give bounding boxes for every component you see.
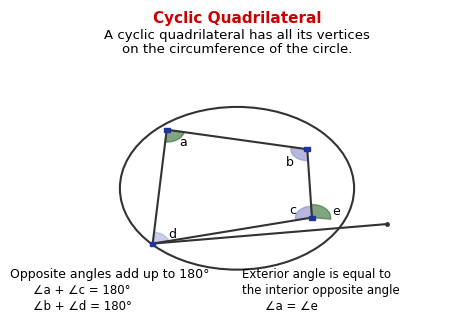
Wedge shape (165, 130, 184, 142)
Text: Exterior angle is equal to: Exterior angle is equal to (242, 268, 391, 281)
Polygon shape (150, 242, 155, 246)
Text: d: d (168, 228, 176, 241)
Text: a: a (179, 136, 187, 149)
Text: ∠a + ∠c = 180°: ∠a + ∠c = 180° (33, 284, 131, 297)
Polygon shape (309, 215, 315, 219)
Text: e: e (332, 205, 340, 218)
Text: Cyclic Quadrilateral: Cyclic Quadrilateral (153, 11, 321, 26)
Text: ∠b + ∠d = 180°: ∠b + ∠d = 180° (33, 300, 132, 312)
Wedge shape (311, 205, 331, 219)
Polygon shape (304, 147, 310, 151)
Text: ∠a = ∠e: ∠a = ∠e (265, 300, 318, 312)
Wedge shape (153, 232, 169, 244)
Wedge shape (296, 206, 312, 220)
Text: A cyclic quadrilateral has all its vertices: A cyclic quadrilateral has all its verti… (104, 29, 370, 42)
Text: c: c (289, 204, 296, 217)
Text: b: b (285, 156, 293, 169)
Text: Opposite angles add up to 180°: Opposite angles add up to 180° (10, 268, 210, 281)
Text: the interior opposite angle: the interior opposite angle (242, 284, 400, 297)
Text: on the circumference of the circle.: on the circumference of the circle. (122, 43, 352, 57)
Polygon shape (164, 128, 170, 132)
Wedge shape (291, 147, 308, 161)
